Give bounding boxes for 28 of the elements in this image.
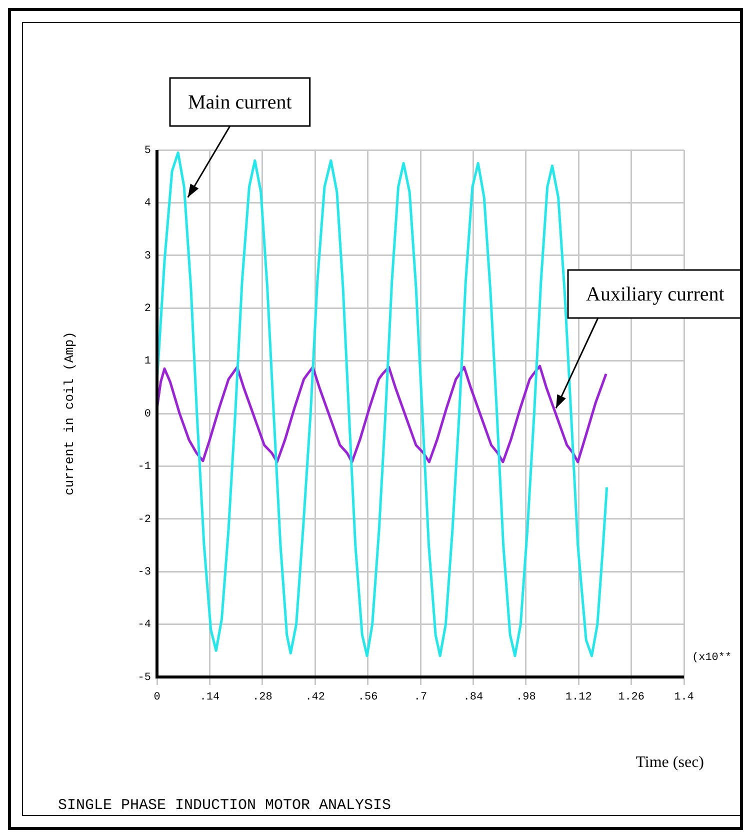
y-tick-label: 4 xyxy=(144,198,152,210)
x-tick-label: 1.26 xyxy=(618,691,645,704)
text: SINGLE PHASE INDUCTION MOTOR ANALYSIS xyxy=(58,796,392,814)
x-tick-label: .98 xyxy=(516,691,536,704)
x-tick-label: 1.12 xyxy=(565,691,592,704)
annotation: Auxiliary current xyxy=(586,283,725,306)
y-tick-label: -2 xyxy=(138,514,151,526)
y-tick-label: -1 xyxy=(138,461,152,474)
y-tick-label: 1 xyxy=(144,356,152,368)
y-tick-label: 5 xyxy=(144,144,151,157)
x-tick-label: 0 xyxy=(154,691,160,704)
y-tick-label: -5 xyxy=(138,672,151,684)
x-tick-label: .42 xyxy=(305,691,326,704)
y-axis-title: current in coil (Amp) xyxy=(62,332,78,496)
x-tick-label: 1.4 xyxy=(674,691,694,704)
x-axis-title: Time (sec) xyxy=(636,754,704,772)
y-tick-label: -3 xyxy=(138,566,151,579)
x-tick-label: .14 xyxy=(200,691,220,704)
x-tick-label: .84 xyxy=(463,691,484,704)
text: (x10** xyxy=(692,652,732,664)
annotation: Main current xyxy=(188,91,292,114)
x-tick-label: .56 xyxy=(358,691,378,704)
y-tick-label: -4 xyxy=(138,619,152,632)
y-tick-label: 0 xyxy=(144,408,151,420)
x-tick-label: .28 xyxy=(252,691,272,704)
x-tick-label: .7 xyxy=(414,691,428,704)
y-tick-label: 3 xyxy=(144,250,151,262)
y-tick-label: 2 xyxy=(144,303,151,316)
